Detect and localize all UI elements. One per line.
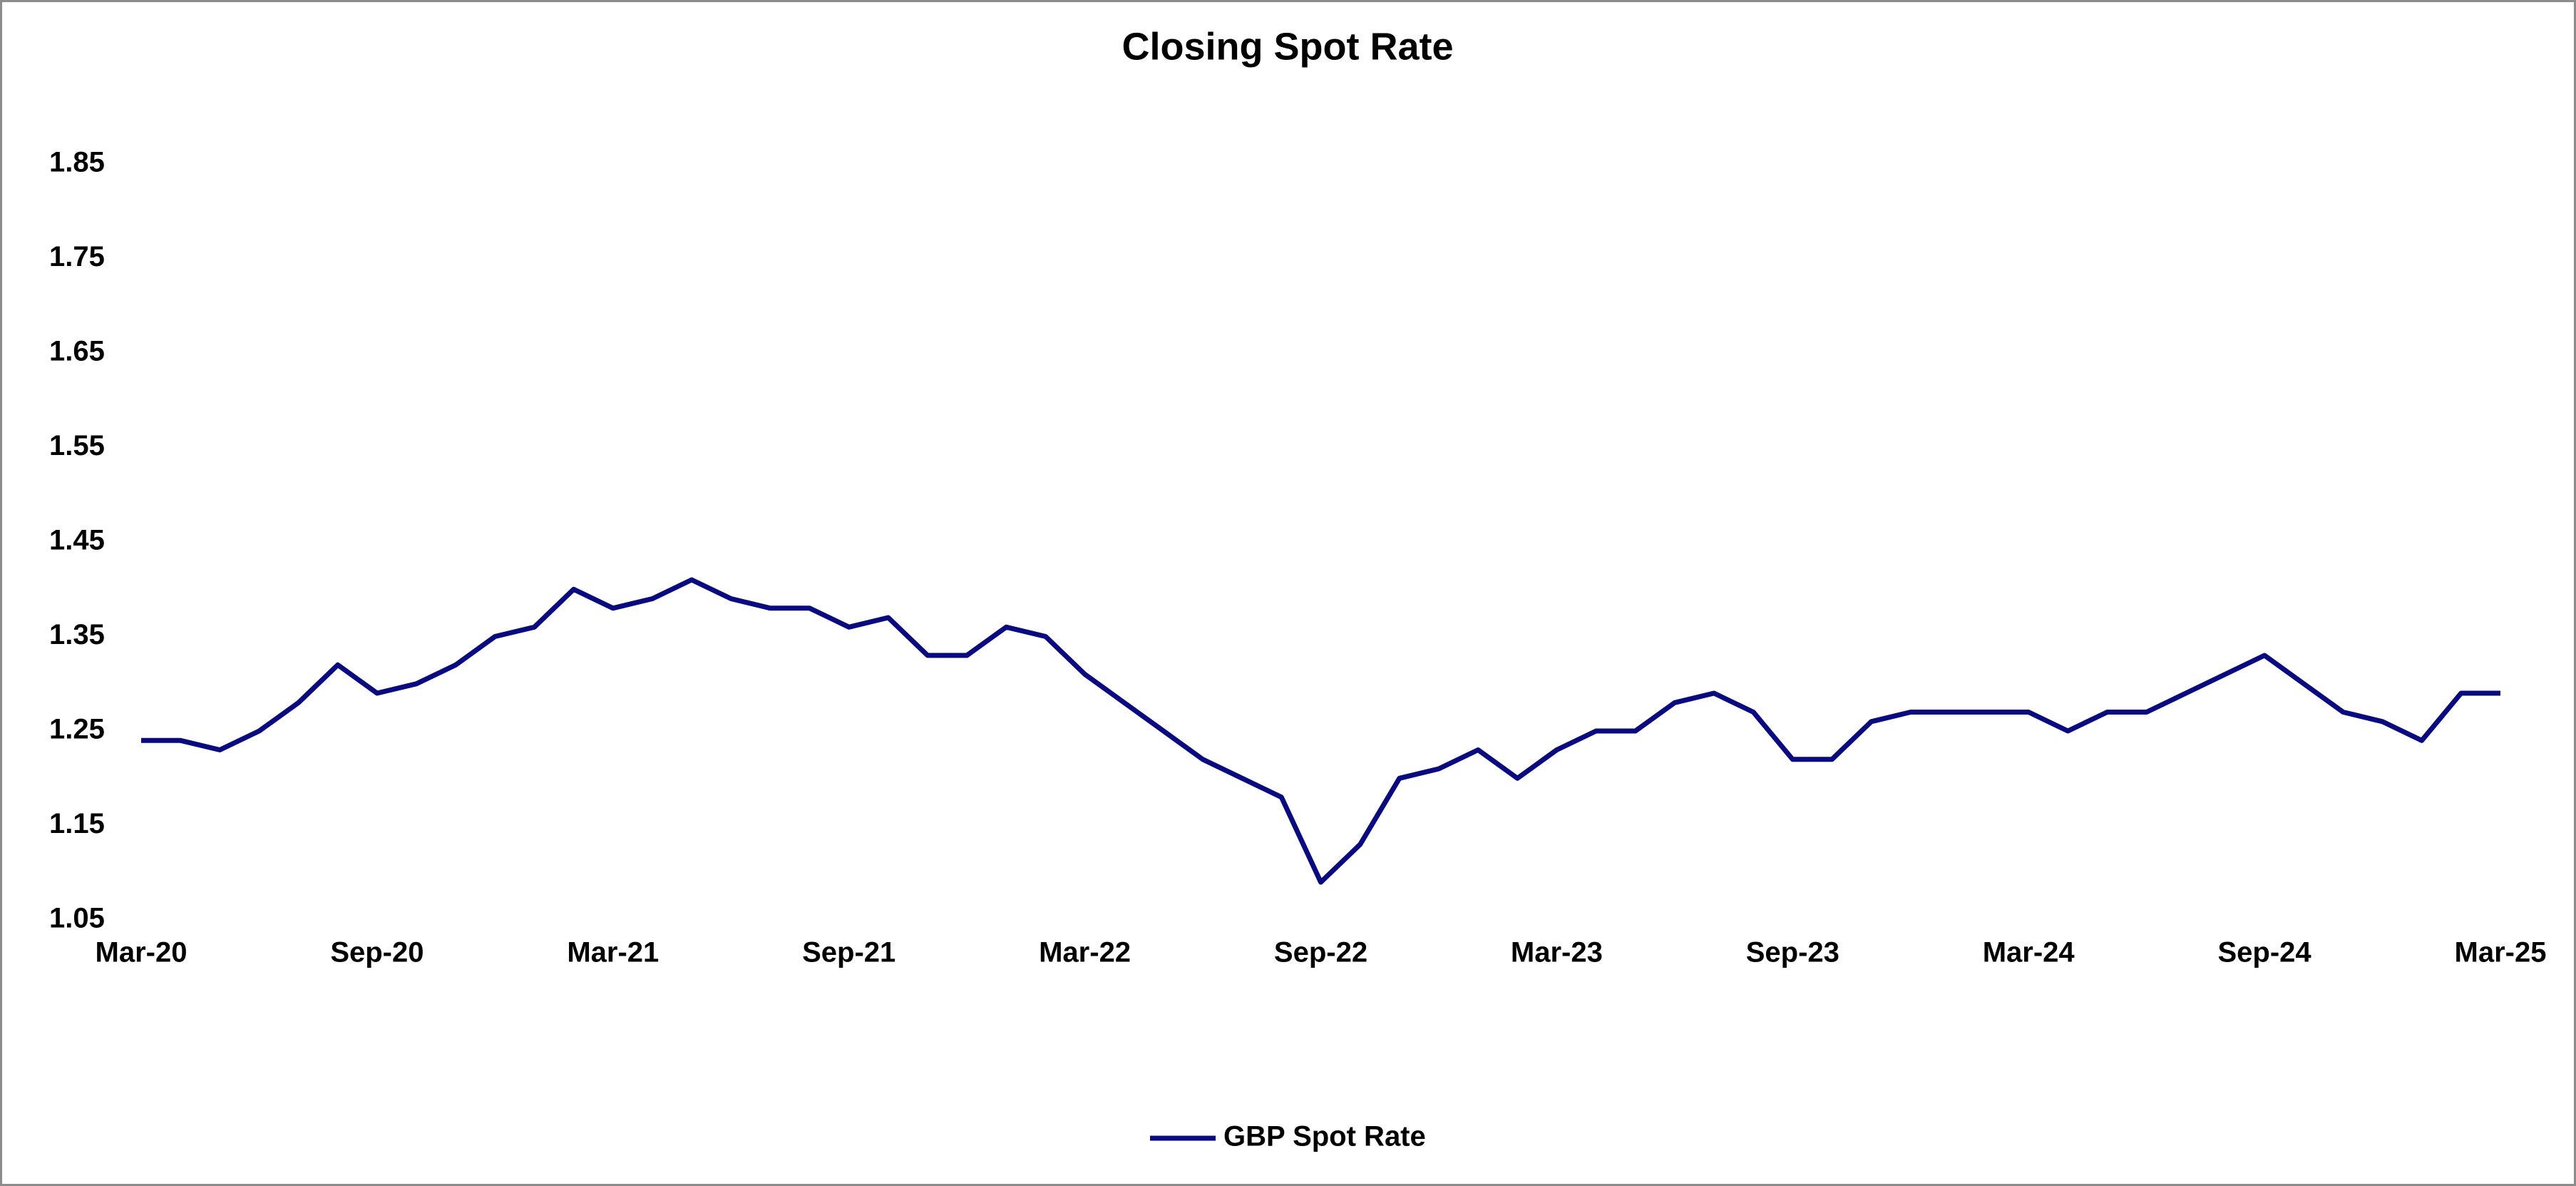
x-tick-label: Mar-22 xyxy=(1039,937,1131,968)
x-tick-label: Mar-20 xyxy=(96,937,188,968)
y-tick-label: 1.25 xyxy=(49,714,105,745)
y-tick-label: 1.85 xyxy=(49,147,105,178)
series-line xyxy=(141,577,2500,885)
x-tick-label: Mar-21 xyxy=(567,937,659,968)
y-tick-label: 1.15 xyxy=(49,808,105,839)
x-tick-label: Sep-22 xyxy=(1274,937,1367,968)
y-tick-label: 1.65 xyxy=(49,336,105,367)
x-tick-label: Sep-20 xyxy=(330,937,424,968)
y-tick-label: 1.45 xyxy=(49,525,105,556)
y-tick-label: 1.35 xyxy=(49,619,105,650)
chart-title: Closing Spot Rate xyxy=(1122,25,1453,68)
y-tick-label: 1.05 xyxy=(49,903,105,934)
x-tick-label: Sep-21 xyxy=(802,937,896,968)
x-tick-label: Mar-25 xyxy=(2455,937,2547,968)
x-tick-label: Mar-23 xyxy=(1511,937,1603,968)
y-tick-label: 1.75 xyxy=(49,241,105,272)
x-tick-label: Sep-23 xyxy=(1746,937,1839,968)
x-tick-label: Mar-24 xyxy=(1983,937,2075,968)
legend-label: GBP Spot Rate xyxy=(1223,1121,1426,1152)
y-tick-label: 1.55 xyxy=(49,430,105,461)
x-tick-label: Sep-24 xyxy=(2218,937,2312,968)
